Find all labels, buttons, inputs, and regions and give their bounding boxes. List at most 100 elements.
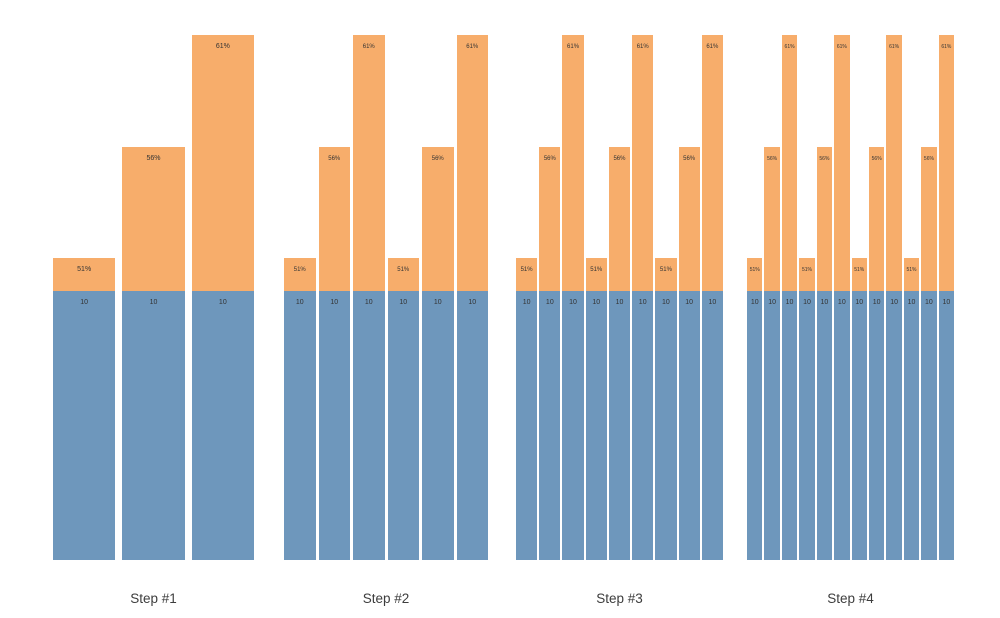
bar-top-label: 56% xyxy=(819,156,830,162)
bar-top-label: 56% xyxy=(923,156,934,162)
bar-base-label: 10 xyxy=(942,299,951,306)
bar-base-segment: 10 xyxy=(562,291,584,560)
bar-top-label: 56% xyxy=(767,156,778,162)
group-label: Step #1 xyxy=(130,591,177,606)
bar: 51% 10 xyxy=(747,258,763,560)
bar-top-segment: 51% xyxy=(655,258,677,291)
bar-top-label: 56% xyxy=(328,156,341,162)
bar-base-label: 10 xyxy=(522,299,531,306)
bar-base-segment: 10 xyxy=(921,291,937,560)
bar-top-label: 51% xyxy=(659,267,672,273)
group-label: Step #3 xyxy=(596,591,643,606)
bar-top-segment: 51% xyxy=(851,258,867,291)
bar-base-segment: 10 xyxy=(655,291,677,560)
bar-base-segment: 10 xyxy=(764,291,780,560)
bar-top-label: 61% xyxy=(362,44,375,50)
bar-base-label: 10 xyxy=(907,299,916,306)
bar-base-label: 10 xyxy=(750,299,759,306)
bar-base-segment: 10 xyxy=(387,291,419,560)
bar: 56% 10 xyxy=(816,147,833,560)
bar-base-segment: 10 xyxy=(678,291,700,560)
group-label: Step #2 xyxy=(362,591,410,606)
bar-top-segment: 61% xyxy=(456,35,488,291)
bar-base-segment: 10 xyxy=(422,291,454,560)
bar-base-segment: 10 xyxy=(284,291,316,560)
bar-base-segment: 10 xyxy=(886,291,902,560)
bars-container: 51% 10 56% 10 61% 10 51% 10 56% 10 61% 10 xyxy=(284,35,488,560)
bar-base-segment: 10 xyxy=(781,291,798,560)
bar-base-label: 10 xyxy=(433,299,442,306)
bar-top-label: 61% xyxy=(636,44,649,50)
bar-top-segment: 56% xyxy=(318,147,350,291)
bar-top-segment: 61% xyxy=(632,35,654,291)
bar-top-label: 61% xyxy=(889,44,900,50)
bar-top-label: 56% xyxy=(871,156,882,162)
bar-top-label: 61% xyxy=(567,44,580,50)
bar-top-label: 61% xyxy=(466,44,479,50)
bar-base-label: 10 xyxy=(890,299,898,306)
bar-top-label: 56% xyxy=(146,155,161,162)
bar-base-label: 10 xyxy=(638,299,647,306)
bar-top-label: 51% xyxy=(854,267,865,273)
bar: 51% 10 xyxy=(851,258,867,560)
bar-top-segment: 61% xyxy=(701,35,723,291)
bar-top-label: 61% xyxy=(941,44,952,50)
bar-base-label: 10 xyxy=(399,299,408,306)
bar: 56% 10 xyxy=(539,147,561,560)
bar-top-segment: 56% xyxy=(608,147,631,291)
bar-base-label: 10 xyxy=(569,299,577,306)
bar-top-label: 56% xyxy=(683,156,696,162)
bar: 56% 10 xyxy=(122,147,185,560)
bar-base-label: 10 xyxy=(855,299,864,306)
bar-top-segment: 56% xyxy=(816,147,833,291)
bar-top-label: 51% xyxy=(293,267,306,273)
bar: 61% 10 xyxy=(191,35,254,560)
bar-base-segment: 10 xyxy=(122,291,185,560)
bar-top-segment: 56% xyxy=(539,147,561,291)
bar-top-segment: 51% xyxy=(516,258,538,291)
bar-top-label: 61% xyxy=(215,43,230,50)
bar-base-label: 10 xyxy=(785,299,794,306)
bar: 61% 10 xyxy=(781,35,798,560)
bar-base-label: 10 xyxy=(872,299,881,306)
bar-base-segment: 10 xyxy=(903,291,920,560)
bar-base-segment: 10 xyxy=(608,291,631,560)
bar-top-segment: 51% xyxy=(53,258,116,291)
bar-top-segment: 51% xyxy=(903,258,920,291)
bar: 61% 10 xyxy=(353,35,385,560)
bar: 56% 10 xyxy=(921,147,937,560)
bar-top-segment: 61% xyxy=(562,35,584,291)
bar-base-segment: 10 xyxy=(53,291,116,560)
bar-top-segment: 51% xyxy=(387,258,419,291)
bar-group-step-1: 51% 10 56% 10 61% 10 Step #1 xyxy=(53,35,254,606)
bar: 51% 10 xyxy=(903,258,920,560)
bar-base-segment: 10 xyxy=(816,291,833,560)
bar-base-label: 10 xyxy=(615,299,624,306)
bar-base-label: 10 xyxy=(820,299,829,306)
bar-top-segment: 61% xyxy=(938,35,955,291)
bar: 51% 10 xyxy=(516,258,538,560)
bar-top-label: 51% xyxy=(520,267,533,273)
bar-top-segment: 56% xyxy=(422,147,454,291)
group-label: Step #4 xyxy=(827,591,874,606)
bar-top-label: 61% xyxy=(836,44,847,50)
bar-top-segment: 51% xyxy=(585,258,607,291)
bar-base-segment: 10 xyxy=(632,291,654,560)
bar-base-label: 10 xyxy=(592,299,601,306)
bar-top-segment: 61% xyxy=(353,35,385,291)
bar-base-segment: 10 xyxy=(456,291,488,560)
bar-base-label: 10 xyxy=(662,299,670,306)
bar: 61% 10 xyxy=(938,35,955,560)
bar-top-label: 51% xyxy=(906,267,917,273)
bar-top-segment: 61% xyxy=(191,35,254,291)
bar-top-segment: 51% xyxy=(747,258,763,291)
bar: 56% 10 xyxy=(678,147,700,560)
bar: 51% 10 xyxy=(585,258,607,560)
bar: 56% 10 xyxy=(868,147,885,560)
bar-base-segment: 10 xyxy=(191,291,254,560)
bar-base-segment: 10 xyxy=(938,291,955,560)
bar: 51% 10 xyxy=(53,258,116,560)
bar-group-step-4: 51% 10 56% 10 61% 10 51% 10 56% 10 61% 10 51% 10 56% 10… xyxy=(747,35,955,606)
bar: 61% 10 xyxy=(834,35,850,560)
bar: 51% 10 xyxy=(655,258,677,560)
